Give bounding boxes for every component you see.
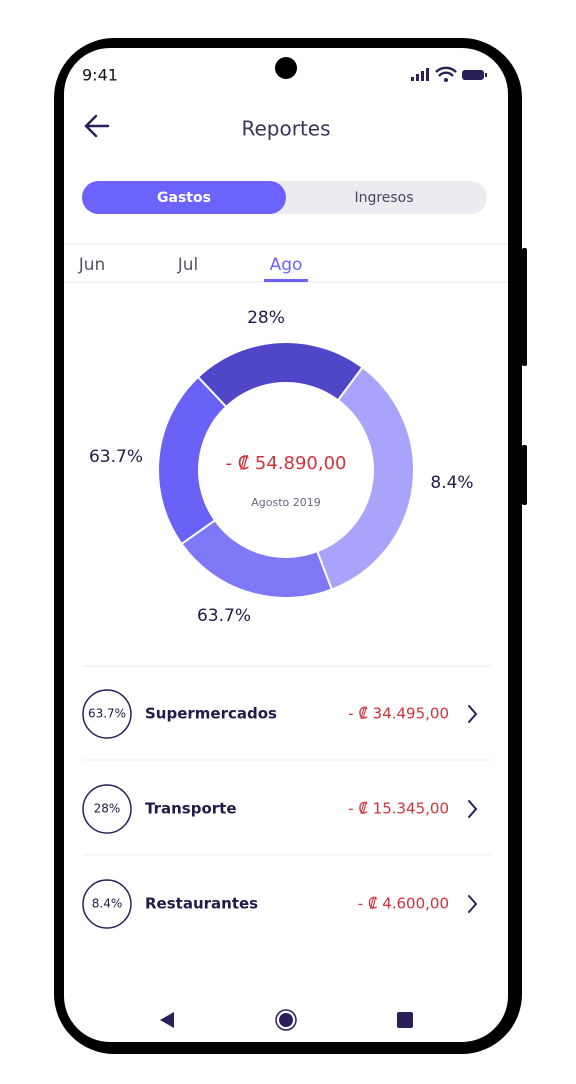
month[interactable]: Jun bbox=[78, 255, 106, 275]
tab-active[interactable] bbox=[82, 181, 286, 214]
donut-gap bbox=[197, 376, 227, 408]
month-active[interactable]: Ago bbox=[270, 255, 303, 275]
header-title: Reportes bbox=[241, 117, 330, 141]
badge-circle bbox=[82, 879, 132, 929]
row-amount: - ₡ 4.600,00 bbox=[358, 895, 449, 913]
camera bbox=[275, 57, 297, 79]
donut-label: 8.4% bbox=[430, 473, 473, 493]
donut-segment bbox=[182, 520, 332, 597]
tab-label[interactable]: Gastos bbox=[157, 190, 211, 206]
donut-segment bbox=[159, 377, 226, 544]
donut-label: 63.7% bbox=[197, 606, 251, 626]
donut-gap bbox=[316, 550, 333, 590]
donut bbox=[159, 343, 413, 597]
month[interactable]: Jul bbox=[177, 255, 199, 275]
donut-gap bbox=[337, 366, 364, 401]
row-name[interactable]: Supermercados bbox=[145, 705, 277, 723]
row-amount: - ₡ 34.495,00 bbox=[348, 705, 449, 723]
badge-text: 8.4% bbox=[92, 897, 123, 911]
chevron[interactable] bbox=[468, 800, 478, 818]
donut-total: - ₡ 54.890,00 bbox=[226, 453, 347, 474]
donut-label: 63.7% bbox=[89, 447, 143, 467]
badge-text: 28% bbox=[94, 802, 121, 816]
row-amount: - ₡ 15.345,00 bbox=[348, 800, 449, 818]
nav-recent[interactable] bbox=[397, 1012, 413, 1028]
donut-gap bbox=[180, 519, 216, 545]
donut-label: 28% bbox=[247, 308, 285, 328]
tab-label[interactable]: Ingresos bbox=[354, 190, 413, 206]
screen bbox=[64, 48, 508, 1042]
status-time: 9:41 bbox=[82, 66, 118, 85]
list: 63.7% Supermercados - ₡ 34.495,00 28% Transp… bbox=[82, 689, 491, 929]
chevron[interactable] bbox=[468, 705, 478, 723]
row-name[interactable]: Transporte bbox=[145, 800, 237, 818]
nav-home-ring bbox=[275, 1009, 297, 1031]
chevron[interactable] bbox=[468, 895, 478, 913]
back-button[interactable] bbox=[84, 114, 110, 138]
nav-back[interactable] bbox=[160, 1012, 174, 1028]
donut-segment bbox=[198, 343, 362, 407]
donut-segment bbox=[317, 368, 413, 589]
side-button bbox=[522, 248, 527, 366]
donut-period: Agosto 2019 bbox=[251, 496, 321, 509]
badge-circle bbox=[82, 689, 132, 739]
side-button bbox=[522, 445, 527, 505]
badge-circle bbox=[82, 784, 132, 834]
badge-text: 63.7% bbox=[88, 707, 126, 721]
month-underline bbox=[264, 279, 308, 282]
nav-home[interactable] bbox=[277, 1011, 295, 1029]
status-icons bbox=[411, 66, 487, 82]
row-name[interactable]: Restaurantes bbox=[145, 895, 258, 913]
